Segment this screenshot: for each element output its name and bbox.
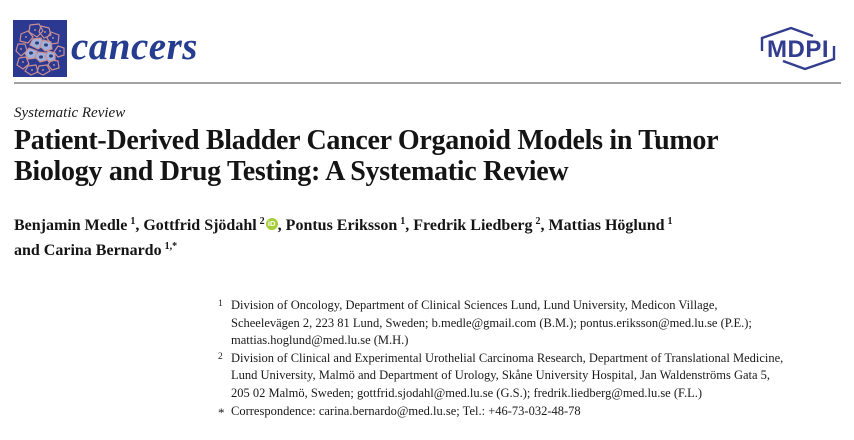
author-affiliation-sup: 1 xyxy=(130,216,136,227)
author-line-2: and Carina Bernardo 1,* xyxy=(14,239,673,264)
author-affiliation-sup: 2 xyxy=(259,216,265,227)
affiliation-line: Scheelevägen 2, 223 81 Lund, Sweden; b.m… xyxy=(231,315,752,330)
correspondence-text: Correspondence: carina.bernardo@med.lu.s… xyxy=(231,403,581,421)
author-list: Benjamin Medle 1, Gottfrid Sjödahl 2 iD, Po… xyxy=(14,214,673,264)
author-line-1: Benjamin Medle 1, Gottfrid Sjödahl 2 iD, Po… xyxy=(14,214,673,239)
mdpi-logo: MDPI xyxy=(755,25,841,72)
mdpi-wordmark: MDPI xyxy=(767,36,829,63)
affiliations: 1 Division of Oncology, Department of Cl… xyxy=(218,297,783,420)
author-name-text: and Carina Bernardo xyxy=(14,242,162,259)
author-separator: , xyxy=(405,217,414,234)
cancers-journal-logo xyxy=(13,20,67,77)
article-title: Patient-Derived Bladder Cancer Organoid … xyxy=(14,125,719,187)
author-name: Mattias Höglund 1 xyxy=(548,216,673,234)
affiliation-marker: 2 xyxy=(218,351,223,362)
author-name: Pontus Eriksson 1, xyxy=(285,216,414,234)
affiliation-item: 1 Division of Oncology, Department of Cl… xyxy=(218,297,783,350)
author-name-text: Benjamin Medle xyxy=(14,217,128,234)
affiliation-line: Division of Oncology, Department of Clin… xyxy=(231,298,718,312)
affiliation-line: Lund University, Malmö and Department of… xyxy=(231,368,771,383)
author-name: Gottfrid Sjödahl 2 iD, xyxy=(143,216,286,234)
author-affiliation-sup: 1,* xyxy=(164,241,178,252)
article-title-line-1: Patient-Derived Bladder Cancer Organoid … xyxy=(14,125,719,156)
article-type-label: Systematic Review xyxy=(14,105,126,121)
header-divider xyxy=(14,82,841,84)
article-title-line-2: Biology and Drug Testing: A Systematic R… xyxy=(14,156,569,187)
journal-masthead: cancers MDPI xyxy=(0,0,854,80)
author-name-text: Gottfrid Sjödahl xyxy=(143,217,257,234)
correspondence-line: Correspondence: carina.bernardo@med.lu.s… xyxy=(231,403,581,418)
correspondence: * Correspondence: carina.bernardo@med.lu… xyxy=(218,403,783,421)
author-name: and Carina Bernardo 1,* xyxy=(14,241,178,259)
affiliation-marker: 1 xyxy=(218,299,223,309)
author-affiliation-sup: 2 xyxy=(535,216,541,227)
author-name-text: Fredrik Liedberg xyxy=(413,217,533,234)
affiliation-line: Division of Clinical and Experimental Ur… xyxy=(231,350,784,365)
journal-name: cancers xyxy=(71,25,198,68)
affiliation-line: mattias.hoglund@med.lu.se (M.H.) xyxy=(231,333,409,348)
author-name: Fredrik Liedberg 2, xyxy=(413,216,549,234)
mdpi-hexagon-icon: MDPI xyxy=(760,26,836,71)
affiliation-text: Division of Oncology, Department of Clin… xyxy=(231,297,752,350)
author-affiliation-sup: 1 xyxy=(400,216,406,227)
author-name-text: Mattias Höglund xyxy=(548,217,665,234)
correspondence-marker: * xyxy=(218,404,225,420)
orcid-icon[interactable]: iD xyxy=(265,218,278,230)
affiliation-text: Division of Clinical and Experimental Ur… xyxy=(231,350,783,403)
author-separator: , xyxy=(135,217,144,234)
author-name-text: Pontus Eriksson xyxy=(285,217,398,234)
author-name: Benjamin Medle 1, xyxy=(14,216,144,234)
author-separator: , xyxy=(540,217,549,234)
affiliation-item: 2 Division of Clinical and Experimental … xyxy=(218,350,783,403)
author-separator: , xyxy=(277,217,286,234)
affiliation-line: 205 02 Malmö, Sweden; gottfrid.sjodahl@m… xyxy=(231,385,703,400)
cells-cluster-icon xyxy=(13,20,67,77)
author-affiliation-sup: 1 xyxy=(667,216,673,227)
